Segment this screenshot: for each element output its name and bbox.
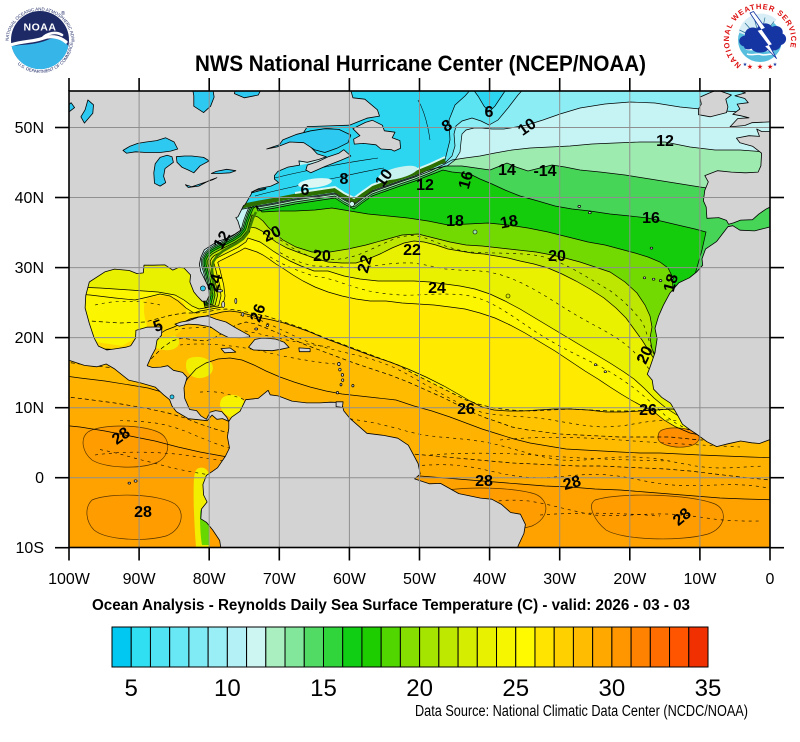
svg-text:30W: 30W (543, 571, 577, 588)
svg-text:24: 24 (428, 280, 446, 297)
svg-text:14: 14 (498, 162, 516, 179)
svg-text:10S: 10S (16, 540, 44, 557)
svg-text:26: 26 (639, 402, 657, 419)
svg-text:40N: 40N (15, 190, 44, 207)
svg-text:26: 26 (457, 401, 475, 418)
svg-text:22: 22 (355, 253, 376, 275)
svg-text:6: 6 (485, 104, 494, 121)
svg-text:40W: 40W (473, 571, 507, 588)
svg-text:50N: 50N (15, 120, 44, 137)
svg-text:20N: 20N (15, 330, 44, 347)
svg-text:20: 20 (261, 223, 284, 246)
svg-text:10N: 10N (15, 400, 44, 417)
svg-text:70W: 70W (263, 571, 297, 588)
svg-text:0: 0 (35, 470, 44, 487)
svg-text:★ ★ ★: ★ ★ ★ (747, 63, 774, 71)
svg-text:®: ® (61, 10, 65, 17)
svg-text:16: 16 (456, 169, 477, 191)
svg-text:20: 20 (313, 248, 331, 265)
svg-text:20W: 20W (613, 571, 647, 588)
svg-text:25: 25 (502, 675, 529, 702)
svg-text:22: 22 (403, 242, 421, 259)
svg-text:-14: -14 (533, 163, 556, 180)
svg-text:28: 28 (475, 473, 493, 490)
svg-text:20: 20 (548, 248, 566, 265)
svg-text:NWS National Hurricane Center: NWS National Hurricane Center (NCEP/NOAA… (195, 51, 646, 76)
svg-text:Data Source: National Climatic: Data Source: National Climatic Data Cent… (415, 703, 748, 720)
svg-text:18: 18 (446, 213, 464, 230)
svg-text:80W: 80W (193, 571, 227, 588)
svg-text:0: 0 (766, 571, 775, 588)
svg-text:16: 16 (642, 210, 660, 227)
svg-text:30: 30 (599, 675, 626, 702)
svg-text:20: 20 (406, 675, 433, 702)
svg-text:Ocean Analysis - Reynolds Dail: Ocean Analysis - Reynolds Daily Sea Surf… (92, 597, 690, 614)
svg-text:20: 20 (634, 343, 657, 366)
svg-text:28: 28 (134, 504, 152, 521)
svg-text:28: 28 (561, 473, 583, 494)
svg-text:26: 26 (247, 302, 269, 325)
svg-text:18: 18 (499, 213, 520, 233)
svg-text:★: ★ (773, 62, 778, 68)
svg-text:60W: 60W (333, 571, 367, 588)
svg-text:8: 8 (340, 171, 349, 188)
svg-text:12: 12 (211, 228, 235, 252)
svg-text:10W: 10W (683, 571, 717, 588)
svg-text:10: 10 (214, 675, 241, 702)
svg-text:12: 12 (656, 133, 674, 150)
svg-text:100W: 100W (48, 571, 91, 588)
svg-text:★: ★ (743, 62, 748, 68)
svg-text:24: 24 (205, 272, 226, 294)
svg-text:NOAA: NOAA (24, 22, 57, 34)
svg-text:50W: 50W (403, 571, 437, 588)
svg-text:30N: 30N (15, 260, 44, 277)
svg-text:12: 12 (416, 177, 434, 194)
svg-text:15: 15 (310, 675, 337, 702)
svg-text:5: 5 (125, 675, 138, 702)
svg-text:18: 18 (661, 272, 682, 294)
svg-text:90W: 90W (123, 571, 157, 588)
svg-text:6: 6 (301, 182, 310, 199)
svg-text:35: 35 (695, 675, 722, 702)
